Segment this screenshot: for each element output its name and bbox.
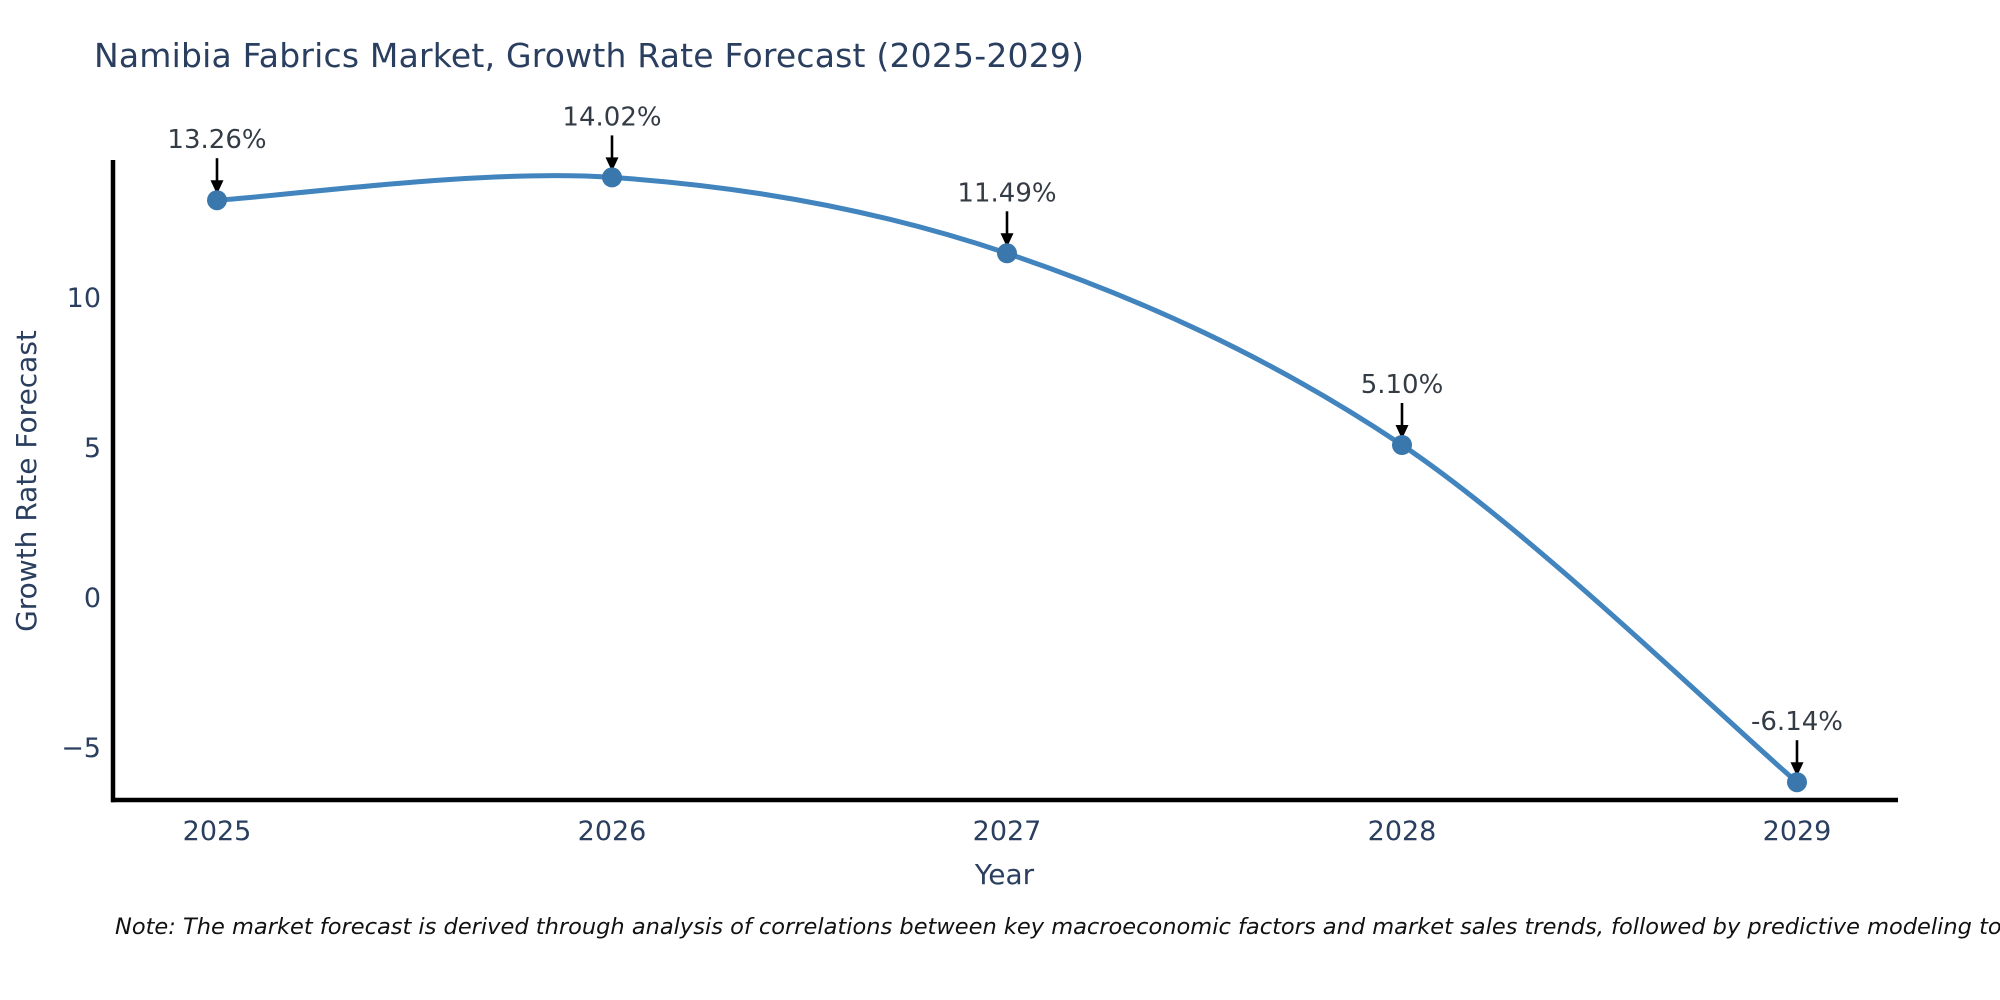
data-point-marker	[997, 243, 1017, 264]
y-tick-label: 10	[67, 283, 101, 314]
y-axis-title: Growth Rate Forecast	[10, 330, 43, 632]
point-value-label: 5.10%	[1361, 370, 1444, 400]
chart-title: Namibia Fabrics Market, Growth Rate Fore…	[94, 36, 1085, 75]
annotation-arrowhead-icon	[605, 157, 619, 172]
x-axis-title: Year	[974, 858, 1035, 891]
data-point-marker	[1787, 772, 1807, 793]
footnote: Note: The market forecast is derived thr…	[115, 914, 2000, 940]
forecast-spline-line	[214, 173, 1800, 785]
point-value-label: 14.02%	[562, 102, 661, 132]
x-tick-label: 2025	[183, 816, 252, 847]
x-tick-label: 2027	[973, 816, 1042, 847]
point-value-label: 11.49%	[957, 178, 1056, 208]
x-tick-label: 2028	[1368, 816, 1437, 847]
y-tick-label: −5	[61, 733, 101, 764]
x-tick-label: 2029	[1763, 816, 1832, 847]
point-value-label: -6.14%	[1751, 707, 1843, 737]
data-point-marker	[1392, 435, 1412, 455]
data-point-marker	[602, 167, 622, 188]
y-tick-label: 5	[84, 433, 101, 464]
data-point-marker	[207, 190, 227, 211]
y-tick-label: 0	[84, 583, 101, 614]
annotation-arrowhead-icon	[210, 180, 224, 195]
point-value-label: 13.26%	[167, 125, 266, 155]
annotation-arrowhead-icon	[1000, 233, 1014, 248]
x-tick-label: 2026	[578, 816, 647, 847]
annotation-arrowhead-icon	[1790, 762, 1804, 777]
annotation-arrowhead-icon	[1395, 425, 1409, 439]
